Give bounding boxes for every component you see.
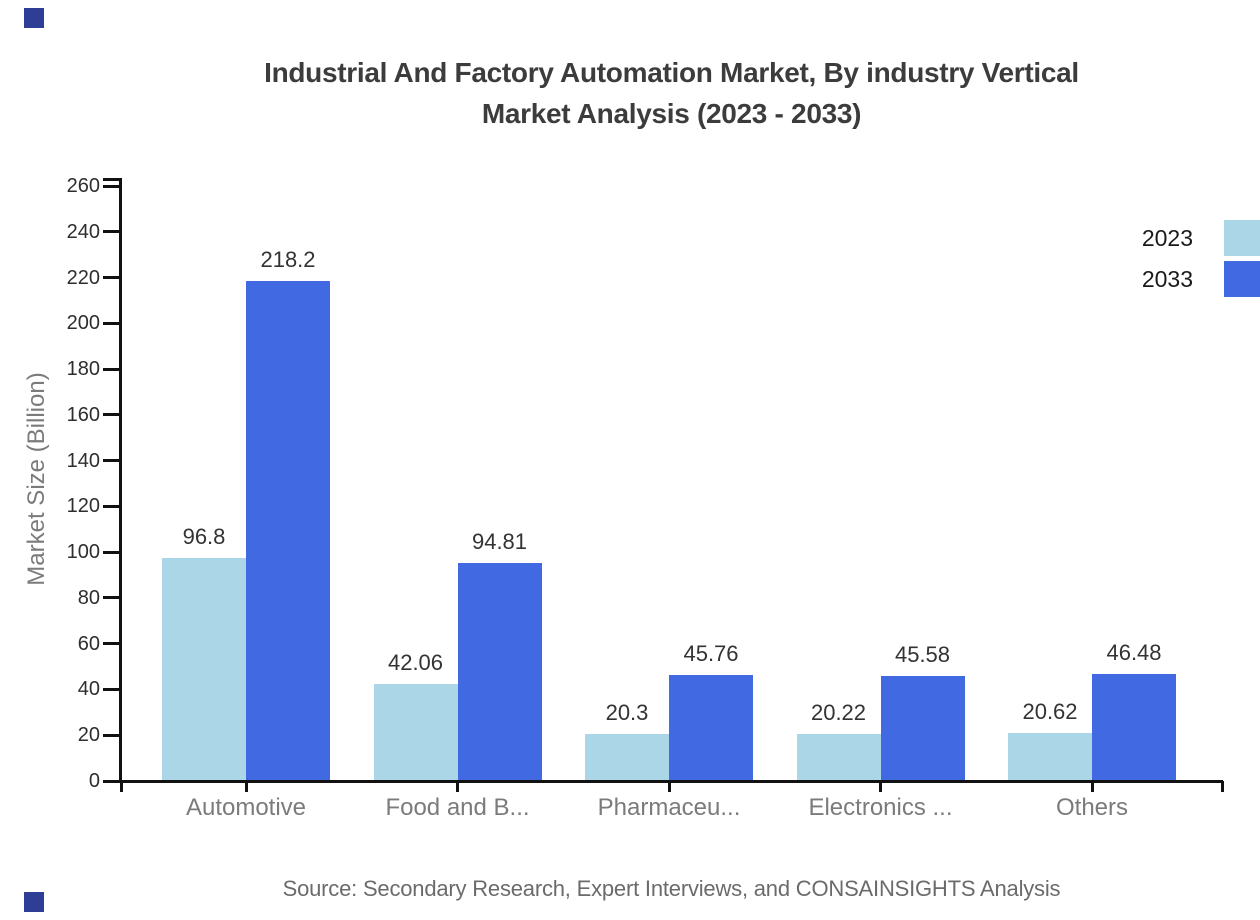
x-tick	[667, 781, 671, 792]
x-tick	[1090, 781, 1094, 792]
y-axis-line	[119, 178, 122, 783]
bar-2023-food-and-b-	[373, 684, 458, 780]
bar-value-label: 20.22	[810, 700, 867, 725]
y-tick-label: 160	[66, 403, 100, 426]
bar-value-label: 96.8	[182, 524, 226, 549]
legend-label: 2033	[1141, 265, 1193, 292]
legend-row: 2023	[1142, 220, 1260, 256]
y-tick	[103, 276, 121, 280]
bar-2033-food-and-b-	[457, 563, 542, 780]
y-tick-label: 140	[66, 449, 100, 472]
y-tick	[103, 642, 121, 646]
legend: 2023 2033	[1142, 220, 1260, 297]
y-tick	[103, 550, 121, 554]
bar-value-label: 20.62	[1022, 699, 1078, 724]
x-category-label: Automotive	[185, 794, 307, 821]
x-category-label: Pharmaceu...	[597, 794, 741, 821]
y-tick	[103, 687, 121, 691]
y-tick-label: 40	[77, 678, 100, 701]
brand-corner-bottom-left-icon	[24, 892, 44, 912]
bar-value-label: 218.2	[260, 247, 316, 272]
chart-title-line2: Market Analysis (2023 - 2033)	[481, 98, 862, 129]
y-tick	[103, 459, 121, 463]
bar-2023-others	[1008, 733, 1092, 780]
y-tick	[103, 779, 121, 783]
x-axis-edge-tick	[119, 781, 123, 792]
bar-2033-automotive	[246, 281, 330, 780]
x-axis-edge-tick	[1220, 781, 1224, 792]
y-tick	[103, 230, 121, 234]
x-category-label: Others	[1055, 794, 1129, 821]
x-tick	[879, 781, 882, 792]
x-tick	[456, 781, 459, 792]
bar-value-label: 45.58	[894, 642, 951, 667]
y-tick-label: 260	[66, 175, 100, 197]
bar-2033-others	[1092, 674, 1176, 780]
y-tick-label: 20	[77, 724, 100, 747]
y-tick	[103, 184, 121, 188]
legend-swatch-icon	[1224, 261, 1260, 297]
y-tick-label: 120	[66, 495, 100, 518]
bar-2033-electronics-	[880, 676, 965, 780]
bar-value-label: 42.06	[387, 650, 444, 675]
y-tick	[103, 367, 121, 371]
legend-label: 2023	[1141, 224, 1193, 251]
bar-value-label: 46.48	[1106, 640, 1162, 665]
y-tick-label: 240	[66, 220, 100, 243]
y-axis-top-cap	[103, 178, 121, 181]
y-tick-label: 220	[66, 266, 100, 289]
legend-swatch-icon	[1224, 220, 1260, 256]
y-tick-label: 0	[88, 770, 100, 792]
x-tick	[244, 781, 248, 792]
y-tick-label: 180	[66, 358, 100, 381]
y-tick-label: 100	[66, 541, 100, 564]
bar-value-label: 20.3	[605, 700, 649, 725]
source-note: Source: Secondary Research, Expert Inter…	[282, 876, 1061, 901]
y-tick-label: 80	[77, 586, 100, 609]
chart-title-line1: Industrial And Factory Automation Market…	[264, 57, 1079, 88]
x-axis-line	[118, 780, 1223, 783]
bar-2023-electronics-	[796, 734, 881, 780]
x-category-label: Electronics ...	[808, 794, 953, 821]
bar-value-label: 94.81	[471, 529, 528, 554]
legend-row: 2033	[1142, 261, 1260, 297]
y-tick-label: 60	[77, 632, 100, 655]
y-tick-label: 200	[66, 312, 100, 335]
y-tick	[103, 321, 121, 325]
brand-corner-top-left-icon	[24, 8, 44, 28]
y-tick	[103, 413, 121, 417]
x-category-label: Food and B...	[385, 794, 530, 821]
bar-value-label: 45.76	[683, 641, 739, 666]
bar-2023-pharmaceu-	[585, 734, 669, 780]
y-tick	[103, 504, 121, 508]
y-tick	[103, 596, 121, 600]
y-tick	[103, 733, 121, 737]
bar-2023-automotive	[162, 558, 246, 780]
chart-title: Industrial And Factory Automation Market…	[121, 52, 1222, 134]
bar-2033-pharmaceu-	[669, 675, 753, 780]
